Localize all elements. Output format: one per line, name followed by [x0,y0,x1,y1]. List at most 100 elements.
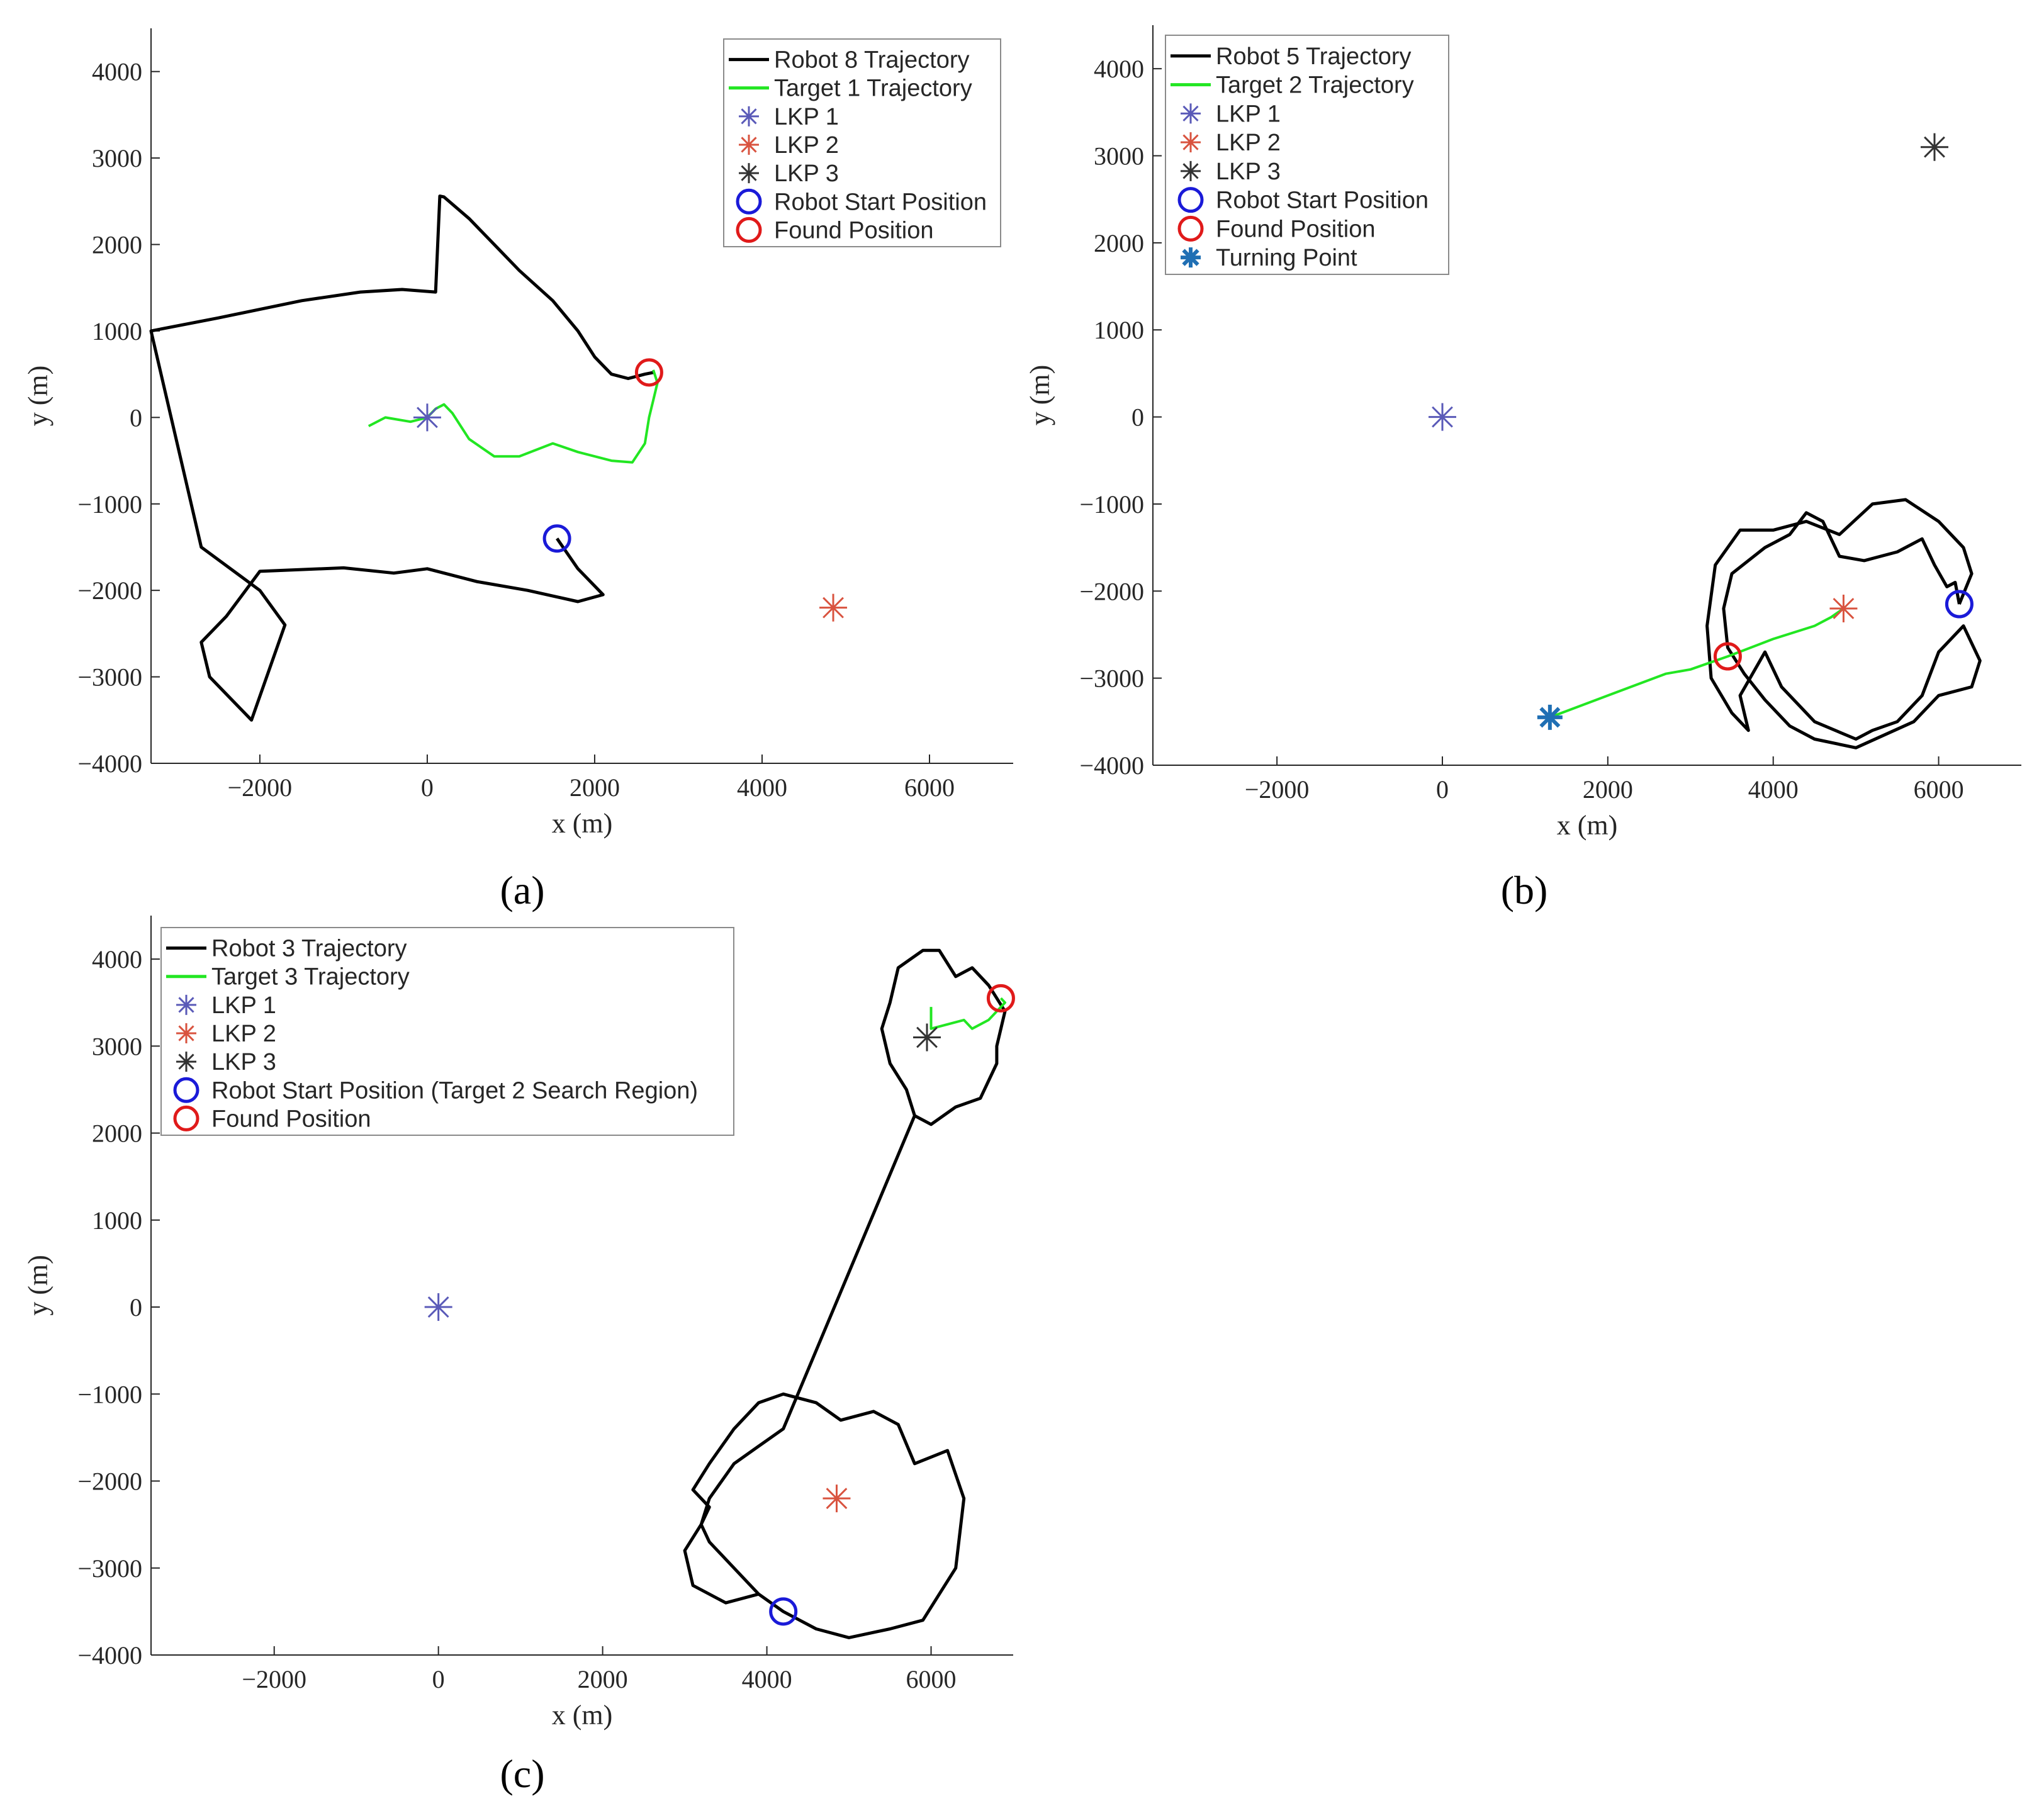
legend-box [723,38,1001,247]
marker-turning-point [1537,704,1563,730]
legend-label: Found Position [1216,216,1376,242]
y-tick-label: 0 [1132,403,1144,432]
panel-label-b: (b) [1501,868,1548,912]
legend-label: LKP 2 [774,132,839,159]
legend-swatch [1181,132,1201,153]
legend-swatch [176,1052,196,1072]
marker-found-position [986,984,1015,1013]
y-tick-label: −4000 [1079,751,1144,780]
x-axis-label: x (m) [552,1700,613,1731]
legend-swatch [176,1023,196,1043]
legend-label: LKP 3 [211,1049,276,1075]
chart-panel-3: −2000 0 2000 4000 6000 −4000 −3000 −2000 −1000 0 1… [23,916,1015,1731]
legend-label: LKP 2 [211,1021,276,1047]
x-tick-label: −2000 [1245,775,1310,804]
legend-swatch [1181,103,1201,124]
legend-label: Found Position [774,217,934,244]
legend-label: LKP 1 [211,992,276,1019]
legend-swatch [1181,160,1201,181]
x-tick-label: 4000 [737,773,787,802]
x-tick-label: 6000 [904,773,955,802]
marker-robot-start-position [1945,590,1974,619]
x-tick-label: 0 [421,773,434,802]
y-tick-label: 3000 [92,144,142,172]
chart-panel-2: −2000 0 2000 4000 6000 −4000 −3000 −2000 −1000 0 1… [1025,25,2021,841]
marker-found-position [634,358,663,387]
x-tick-label: 2000 [578,1665,628,1693]
marker-lkp-3 [1921,133,1948,161]
legend-label: LKP 3 [774,160,839,187]
y-tick-label: −3000 [1079,665,1144,693]
x-tick-label: 4000 [742,1665,792,1693]
y-tick-label: −1000 [77,490,142,519]
x-tick-label: 2000 [570,773,620,802]
legend-label: Robot Start Position [774,189,987,215]
x-tick-label: 0 [432,1665,445,1693]
legend-label: Robot Start Position [1216,188,1429,214]
legend-label: Robot Start Position (Target 2 Search Re… [211,1077,698,1104]
legend-label: Robot 5 Trajectory [1216,43,1411,70]
y-tick-label: 1000 [92,317,142,345]
legend-swatch [739,106,759,126]
legend-swatch [176,994,196,1015]
y-tick-label: 4000 [92,945,142,973]
y-tick-label: 2000 [92,231,142,259]
marker-lkp-1 [1429,403,1456,431]
x-axis-label: x (m) [552,808,613,839]
series-line-target-3-trajectory [929,997,1006,1030]
legend-label: LKP 1 [1216,101,1281,127]
y-tick-label: −2000 [77,576,142,605]
x-tick-label: 6000 [906,1665,957,1693]
legend-label: LKP 3 [1216,159,1281,185]
panel-label-a: (a) [500,868,544,912]
marker-lkp-3 [913,1023,941,1052]
marker-lkp-1 [424,1293,452,1321]
legend-swatch [173,1077,199,1103]
series-line-robot-8-trajectory [149,194,654,722]
marker-lkp-2 [823,1484,851,1513]
legend-swatch [736,216,762,243]
y-tick-label: −2000 [77,1467,142,1496]
marker-robot-start-position-target-2-search-region- [769,1597,798,1626]
marker-lkp-2 [1829,594,1858,622]
legend-label: LKP 2 [1216,130,1281,156]
chart-panel-1: −2000 0 2000 4000 6000 −4000 −3000 −2000 −1000 0 1… [23,28,1013,839]
marker-lkp-1 [413,403,441,432]
y-tick-label: 4000 [92,58,142,86]
marker-lkp-2 [819,593,848,622]
legend-swatch [1181,247,1201,268]
y-tick-label: −1000 [77,1380,142,1408]
y-axis-label: y (m) [23,366,53,427]
y-axis-label: y (m) [23,1255,53,1316]
x-tick-label: 2000 [1583,775,1633,804]
y-tick-label: 2000 [1094,229,1144,257]
legend-label: Robot 8 Trajectory [774,47,969,74]
y-tick-label: −1000 [1079,490,1144,519]
x-tick-label: 4000 [1748,775,1799,804]
legend-label: Robot 3 Trajectory [211,936,407,962]
y-tick-label: 0 [130,1293,142,1321]
marker-found-position [1713,642,1742,671]
panels: −2000 0 2000 4000 6000 −4000 −3000 −2000 −1000 0 1… [23,25,2021,1731]
y-tick-label: 0 [130,403,142,432]
legend-label: LKP 1 [774,104,839,130]
series-line-target-2-trajectory [1549,607,1845,719]
legend-box [1165,35,1449,275]
legend-label: Target 2 Trajectory [1216,72,1414,99]
legend-label: Found Position [211,1106,371,1132]
y-tick-label: 3000 [92,1032,142,1060]
legend-label: Target 1 Trajectory [774,76,972,102]
series-line-robot-5-trajectory [1705,498,1982,749]
legend-swatch [173,1105,199,1131]
legend-swatch [736,188,762,215]
y-axis-label: y (m) [1025,365,1055,426]
y-tick-label: 1000 [92,1206,142,1235]
legend-swatch [739,163,759,184]
y-tick-label: −4000 [77,1641,142,1669]
legend-swatch [739,135,759,155]
x-tick-label: 0 [1436,775,1449,804]
